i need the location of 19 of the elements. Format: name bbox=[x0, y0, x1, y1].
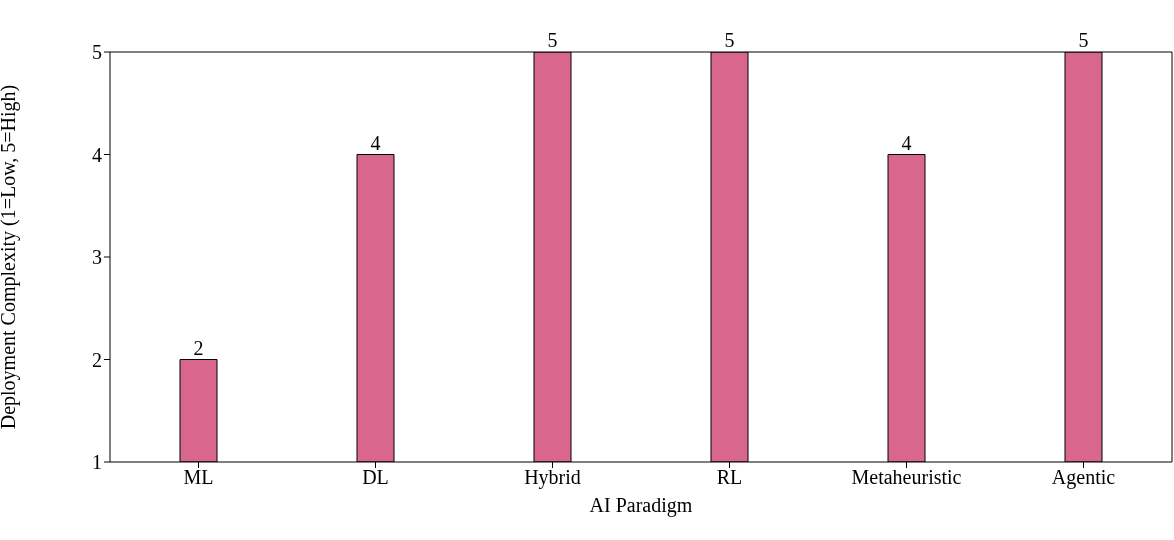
x-tick-label: ML bbox=[183, 466, 214, 489]
data-label: 4 bbox=[901, 131, 912, 154]
y-tick-label: 1 bbox=[92, 451, 102, 474]
x-tick-label: Agentic bbox=[1051, 466, 1116, 490]
y-tick-label: 5 bbox=[92, 41, 102, 64]
x-tick-label: Hybrid bbox=[524, 466, 581, 490]
data-label: 5 bbox=[724, 29, 735, 51]
x-tick-label: RL bbox=[716, 466, 743, 489]
y-tick-label: 4 bbox=[92, 143, 102, 166]
data-label: 5 bbox=[1078, 29, 1089, 51]
x-tick-label: Metaheuristic bbox=[851, 466, 962, 489]
x-axis-title: AI Paradigm bbox=[589, 494, 693, 517]
y-tick-label: 3 bbox=[92, 246, 102, 269]
y-tick-label: 2 bbox=[92, 348, 102, 371]
data-label: 5 bbox=[547, 29, 558, 51]
data-label: 2 bbox=[193, 336, 204, 359]
data-label: 4 bbox=[370, 131, 381, 154]
y-axis-title: Deployment Complexity (1=Low, 5=High) bbox=[0, 84, 21, 430]
x-tick-label: DL bbox=[362, 466, 389, 489]
